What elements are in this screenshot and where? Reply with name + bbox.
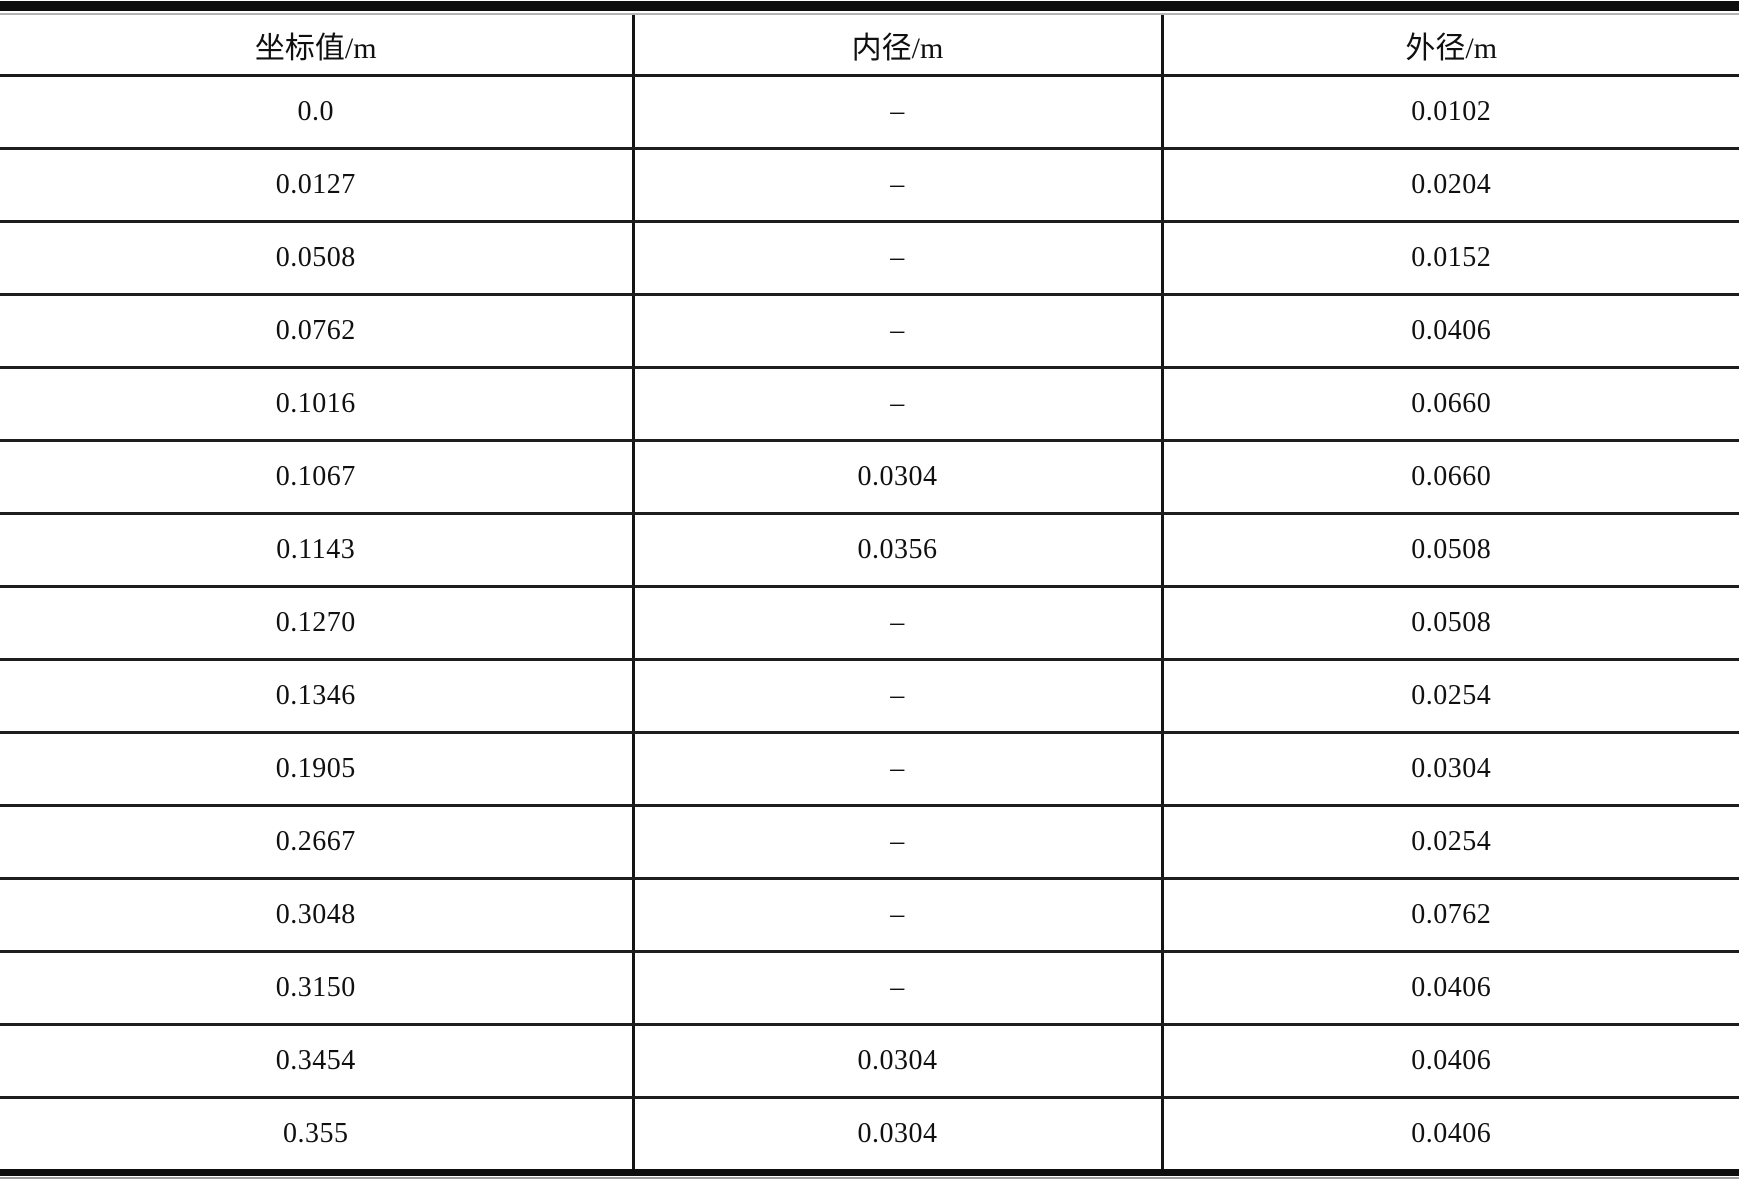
column-header-coordinate: 坐标值/m xyxy=(0,15,633,77)
cell-coordinate: 0.0762 xyxy=(0,294,633,369)
table-body: 0.0 – 0.0102 0.0127 – 0.0204 0.0508 – 0.… xyxy=(0,75,1739,1169)
table-row: 0.0508 – 0.0152 xyxy=(0,221,1739,296)
table-row: 0.0762 – 0.0406 xyxy=(0,294,1739,369)
table-row: 0.3048 – 0.0762 xyxy=(0,878,1739,953)
cell-inner-diameter: – xyxy=(631,148,1162,223)
cell-coordinate: 0.1270 xyxy=(0,586,633,661)
cell-inner-diameter: 0.0304 xyxy=(631,1024,1162,1099)
table-top-thin-rule xyxy=(0,13,1739,15)
cell-inner-diameter: – xyxy=(631,951,1162,1026)
cell-outer-diameter: 0.0508 xyxy=(1160,513,1739,588)
column-header-outer-diameter: 外径/m xyxy=(1160,15,1739,77)
cell-coordinate: 0.1905 xyxy=(0,732,633,807)
cell-inner-diameter: – xyxy=(631,659,1162,734)
column-header-inner-diameter: 内径/m xyxy=(631,15,1162,77)
cell-coordinate: 0.1016 xyxy=(0,367,633,442)
cell-inner-diameter: – xyxy=(631,586,1162,661)
table-row: 0.1905 – 0.0304 xyxy=(0,732,1739,807)
cell-coordinate: 0.3048 xyxy=(0,878,633,953)
cell-outer-diameter: 0.0508 xyxy=(1160,586,1739,661)
cell-coordinate: 0.0127 xyxy=(0,148,633,223)
cell-coordinate: 0.2667 xyxy=(0,805,633,880)
cell-outer-diameter: 0.0406 xyxy=(1160,1024,1739,1099)
cell-outer-diameter: 0.0406 xyxy=(1160,1097,1739,1169)
table-row: 0.1067 0.0304 0.0660 xyxy=(0,440,1739,515)
table-row: 0.1346 – 0.0254 xyxy=(0,659,1739,734)
geometry-table: 坐标值/m 内径/m 外径/m 0.0 – 0.0102 0.0127 – 0.… xyxy=(0,15,1739,1169)
cell-outer-diameter: 0.0254 xyxy=(1160,805,1739,880)
cell-inner-diameter: 0.0304 xyxy=(631,440,1162,515)
cell-outer-diameter: 0.0152 xyxy=(1160,221,1739,296)
table-top-thick-rule xyxy=(0,1,1739,11)
table-row: 0.2667 – 0.0254 xyxy=(0,805,1739,880)
table-row: 0.1270 – 0.0508 xyxy=(0,586,1739,661)
table-row: 0.1143 0.0356 0.0508 xyxy=(0,513,1739,588)
cell-outer-diameter: 0.0660 xyxy=(1160,367,1739,442)
cell-inner-diameter: – xyxy=(631,367,1162,442)
cell-inner-diameter: 0.0356 xyxy=(631,513,1162,588)
table-top-rule-gap xyxy=(0,11,1739,13)
cell-outer-diameter: 0.0204 xyxy=(1160,148,1739,223)
cell-inner-diameter: – xyxy=(631,732,1162,807)
cell-inner-diameter: – xyxy=(631,75,1162,150)
cell-coordinate: 0.1143 xyxy=(0,513,633,588)
table-row: 0.3150 – 0.0406 xyxy=(0,951,1739,1026)
cell-outer-diameter: 0.0762 xyxy=(1160,878,1739,953)
cell-outer-diameter: 0.0102 xyxy=(1160,75,1739,150)
table-row: 0.0127 – 0.0204 xyxy=(0,148,1739,223)
table-row: 0.0 – 0.0102 xyxy=(0,75,1739,150)
cell-inner-diameter: – xyxy=(631,221,1162,296)
cell-outer-diameter: 0.0304 xyxy=(1160,732,1739,807)
header-row: 坐标值/m 内径/m 外径/m xyxy=(0,15,1739,77)
cell-inner-diameter: – xyxy=(631,294,1162,369)
cell-outer-diameter: 0.0406 xyxy=(1160,294,1739,369)
cell-inner-diameter: – xyxy=(631,805,1162,880)
cell-coordinate: 0.355 xyxy=(283,1118,349,1149)
cell-inner-diameter: 0.0304 xyxy=(631,1097,1162,1169)
table-row: 0.355 0.0304 0.0406 xyxy=(0,1097,1739,1169)
cell-coordinate: 0.1067 xyxy=(0,440,633,515)
cell-inner-diameter: – xyxy=(631,878,1162,953)
cell-outer-diameter: 0.0254 xyxy=(1160,659,1739,734)
cell-coordinate: 0.0 xyxy=(0,75,633,150)
cell-outer-diameter: 0.0660 xyxy=(1160,440,1739,515)
table-row: 0.3454 0.0304 0.0406 xyxy=(0,1024,1739,1099)
cell-coordinate: 0.3454 xyxy=(0,1024,633,1099)
cell-outer-diameter: 0.0406 xyxy=(1160,951,1739,1026)
cell-coordinate: 0.0508 xyxy=(0,221,633,296)
cell-coordinate: 0.1346 xyxy=(0,659,633,734)
table-row: 0.1016 – 0.0660 xyxy=(0,367,1739,442)
cell-coordinate: 0.3150 xyxy=(0,951,633,1026)
